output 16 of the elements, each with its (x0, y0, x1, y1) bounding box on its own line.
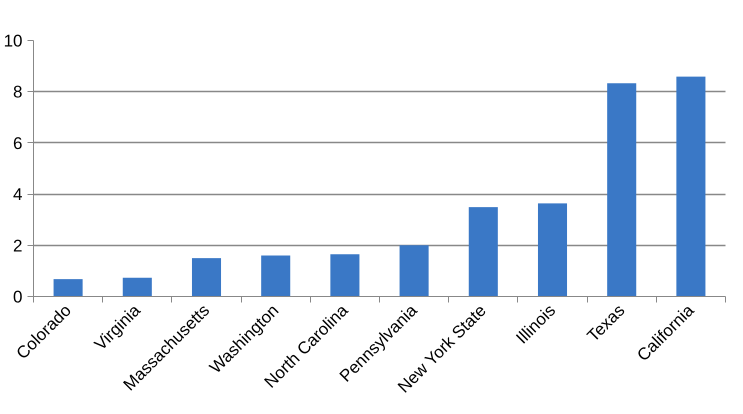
bar (192, 258, 222, 296)
bar (400, 245, 429, 296)
bar (538, 203, 568, 296)
y-tick-label: 10 (4, 32, 23, 50)
bar (54, 279, 83, 296)
bar (607, 83, 636, 296)
y-tick-label: 6 (13, 134, 23, 153)
bar (261, 256, 290, 296)
y-tick-label: 8 (13, 82, 23, 102)
y-tick-label: 2 (13, 236, 23, 256)
bar (468, 207, 498, 296)
bar (676, 76, 706, 296)
y-tick-label: 0 (13, 288, 23, 306)
bar (122, 278, 152, 296)
y-tick-label: 4 (13, 185, 23, 204)
bar (330, 254, 360, 296)
